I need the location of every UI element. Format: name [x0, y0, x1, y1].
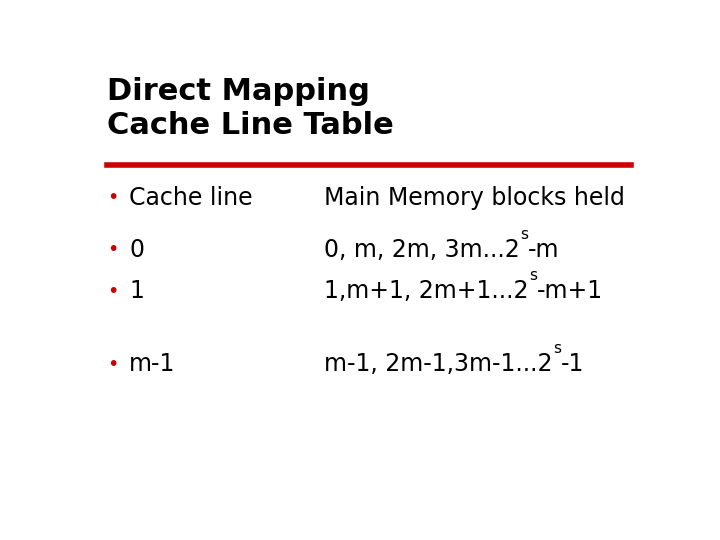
- Text: -1: -1: [561, 352, 584, 376]
- Text: •: •: [107, 282, 118, 301]
- Text: •: •: [107, 188, 118, 207]
- Text: 1: 1: [129, 279, 144, 303]
- Text: m-1: m-1: [129, 352, 176, 376]
- Text: Main Memory blocks held: Main Memory blocks held: [324, 186, 625, 210]
- Text: -m: -m: [528, 238, 559, 262]
- Text: •: •: [107, 240, 118, 259]
- Text: s: s: [553, 341, 561, 356]
- Text: Direct Mapping
Cache Line Table: Direct Mapping Cache Line Table: [107, 77, 394, 140]
- Text: 0: 0: [129, 238, 144, 262]
- Text: s: s: [529, 268, 537, 283]
- Text: s: s: [520, 227, 528, 241]
- Text: 1,m+1, 2m+1...2: 1,m+1, 2m+1...2: [324, 279, 529, 303]
- Text: 0, m, 2m, 3m...2: 0, m, 2m, 3m...2: [324, 238, 520, 262]
- Text: m-1, 2m-1,3m-1...2: m-1, 2m-1,3m-1...2: [324, 352, 553, 376]
- Text: -m+1: -m+1: [537, 279, 603, 303]
- Text: •: •: [107, 355, 118, 374]
- Text: Cache line: Cache line: [129, 186, 253, 210]
